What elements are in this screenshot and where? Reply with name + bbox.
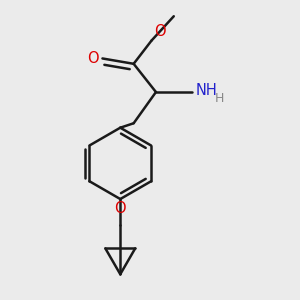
Text: H: H: [215, 92, 224, 105]
Text: NH: NH: [195, 83, 217, 98]
Text: O: O: [115, 201, 126, 216]
Text: O: O: [87, 51, 99, 66]
Text: O: O: [154, 24, 166, 39]
